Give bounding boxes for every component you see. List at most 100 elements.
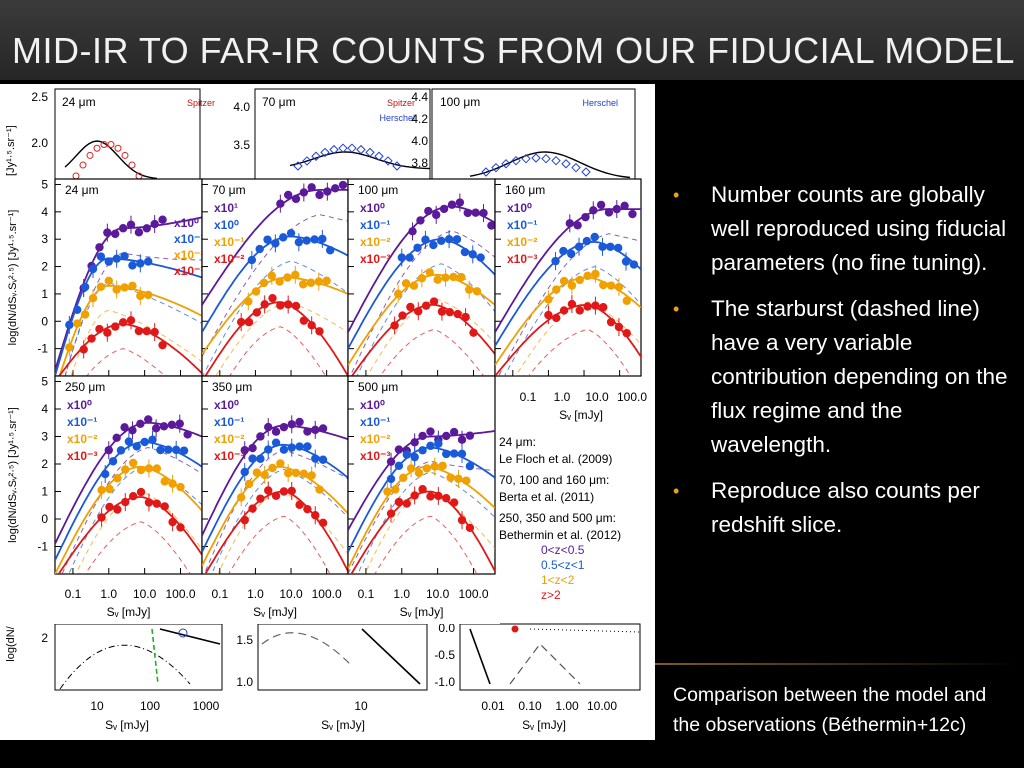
data-point — [399, 473, 408, 483]
data-point — [144, 290, 153, 300]
background-model-curve — [159, 628, 221, 645]
starburst-dashed-curve — [210, 468, 348, 574]
data-point — [128, 261, 137, 270]
panel-scale-factor: x10⁰ — [214, 398, 239, 412]
data-point — [307, 183, 316, 192]
references-block: 0.1 1.0 10.0 100.0 Sᵥ [mJy] 24 μm: Le Floch et… — [499, 390, 647, 602]
data-point — [465, 523, 475, 532]
title-band — [0, 0, 1024, 80]
bullet-item: • Reproduce also counts per redshift slic… — [672, 474, 1012, 542]
starburst-dashed-curve — [215, 301, 348, 376]
herschel-data-point — [541, 153, 551, 164]
data-point — [323, 187, 332, 196]
background-model-curve — [361, 628, 421, 685]
herschel-data-point — [551, 155, 561, 166]
data-point — [469, 328, 478, 337]
starburst-dashed-curve — [356, 263, 495, 376]
model-solid-curve — [350, 304, 495, 376]
y-tick-label: 4 — [41, 402, 48, 416]
data-point — [150, 327, 159, 337]
data-point — [457, 272, 466, 282]
data-point — [283, 468, 293, 478]
data-point — [168, 517, 177, 527]
data-point — [582, 236, 592, 246]
x-axis-label: Sᵥ [mJy] — [253, 605, 297, 619]
data-point — [97, 513, 106, 522]
counts-figure: 24 μm 70 μm 100 μm Spitzer Spitzer Herschel He… — [0, 84, 655, 740]
data-point — [445, 307, 455, 317]
background-x-tick: 10 — [354, 699, 368, 713]
data-point — [134, 326, 144, 336]
data-point — [140, 437, 149, 447]
background-y-tick: -1.0 — [434, 675, 455, 689]
data-point — [426, 441, 435, 451]
background-panel-label: 100 μm — [440, 95, 480, 109]
data-point — [132, 442, 141, 451]
data-point — [449, 498, 459, 507]
data-point — [164, 445, 173, 454]
data-point — [452, 235, 462, 244]
data-point — [307, 471, 316, 480]
herschel-data-point — [311, 151, 321, 161]
model-solid-curve — [58, 323, 202, 376]
data-point — [276, 459, 285, 468]
herschel-data-point — [581, 167, 591, 177]
counts-panel: 100 μm x10⁰ x10⁻¹ x10⁻² x10⁻³ — [347, 178, 496, 377]
herschel-data-point — [374, 151, 384, 161]
data-point — [113, 505, 122, 514]
data-point — [413, 243, 422, 252]
x-tick-label: 100.0 — [165, 587, 195, 601]
panel-plot-area — [202, 180, 348, 376]
data-point — [112, 285, 121, 294]
background-y-tick: 2.5 — [31, 90, 48, 104]
starburst-dashed-curve — [503, 266, 641, 376]
data-point — [417, 273, 427, 283]
panel-plot-area — [495, 200, 641, 376]
y-tick-label: 1 — [41, 287, 48, 301]
data-point — [397, 253, 406, 262]
x-tick-label: 0.1 — [358, 587, 375, 601]
data-point — [559, 246, 568, 256]
data-point — [401, 279, 411, 288]
data-point — [406, 464, 416, 473]
data-point — [429, 297, 439, 306]
data-point — [118, 224, 128, 233]
data-point — [73, 305, 82, 314]
starburst-dashed-curve — [374, 515, 478, 574]
data-point — [103, 328, 112, 337]
background-y-tick: 4.0 — [411, 134, 428, 148]
starburst-dashed-curve — [203, 449, 348, 574]
data-point — [128, 458, 138, 468]
data-point — [176, 482, 185, 492]
spitzer-data-point — [107, 140, 115, 148]
data-point — [310, 235, 319, 244]
herschel-data-point — [481, 167, 491, 177]
y-tick-label: 1 — [41, 485, 48, 499]
data-point — [434, 439, 443, 448]
background-dashdot-curve — [59, 644, 191, 690]
data-point — [599, 303, 608, 312]
spitzer-data-point — [128, 161, 136, 169]
panel-scale-factor: x10⁰ — [214, 218, 239, 232]
data-point — [606, 317, 616, 327]
redshift-legend-item: z>2 — [541, 588, 561, 602]
data-point — [256, 432, 265, 441]
counts-panel: 160 μm x10⁰ x10⁻¹ x10⁻² x10⁻³ — [494, 178, 642, 377]
model-solid-curve — [55, 216, 202, 371]
data-point — [104, 445, 113, 455]
data-point — [260, 470, 269, 480]
panel-scale-factor: x10⁻² — [360, 235, 390, 249]
data-point — [255, 244, 264, 254]
counts-figure-svg: 24 μm 70 μm 100 μm Spitzer Spitzer Herschel He… — [0, 88, 647, 732]
panel-scale-factor: x10⁰ — [67, 398, 92, 412]
x-tick-label: 1.0 — [247, 587, 264, 601]
reference-text: 24 μm: — [499, 435, 536, 449]
data-point — [236, 493, 246, 502]
panel-wavelength-label: 160 μm — [505, 183, 545, 197]
data-point — [128, 281, 137, 290]
x-tick-label: 1.0 — [100, 587, 117, 601]
data-point — [176, 523, 185, 532]
data-point — [252, 308, 262, 317]
data-point — [103, 228, 112, 237]
data-point — [386, 457, 396, 466]
